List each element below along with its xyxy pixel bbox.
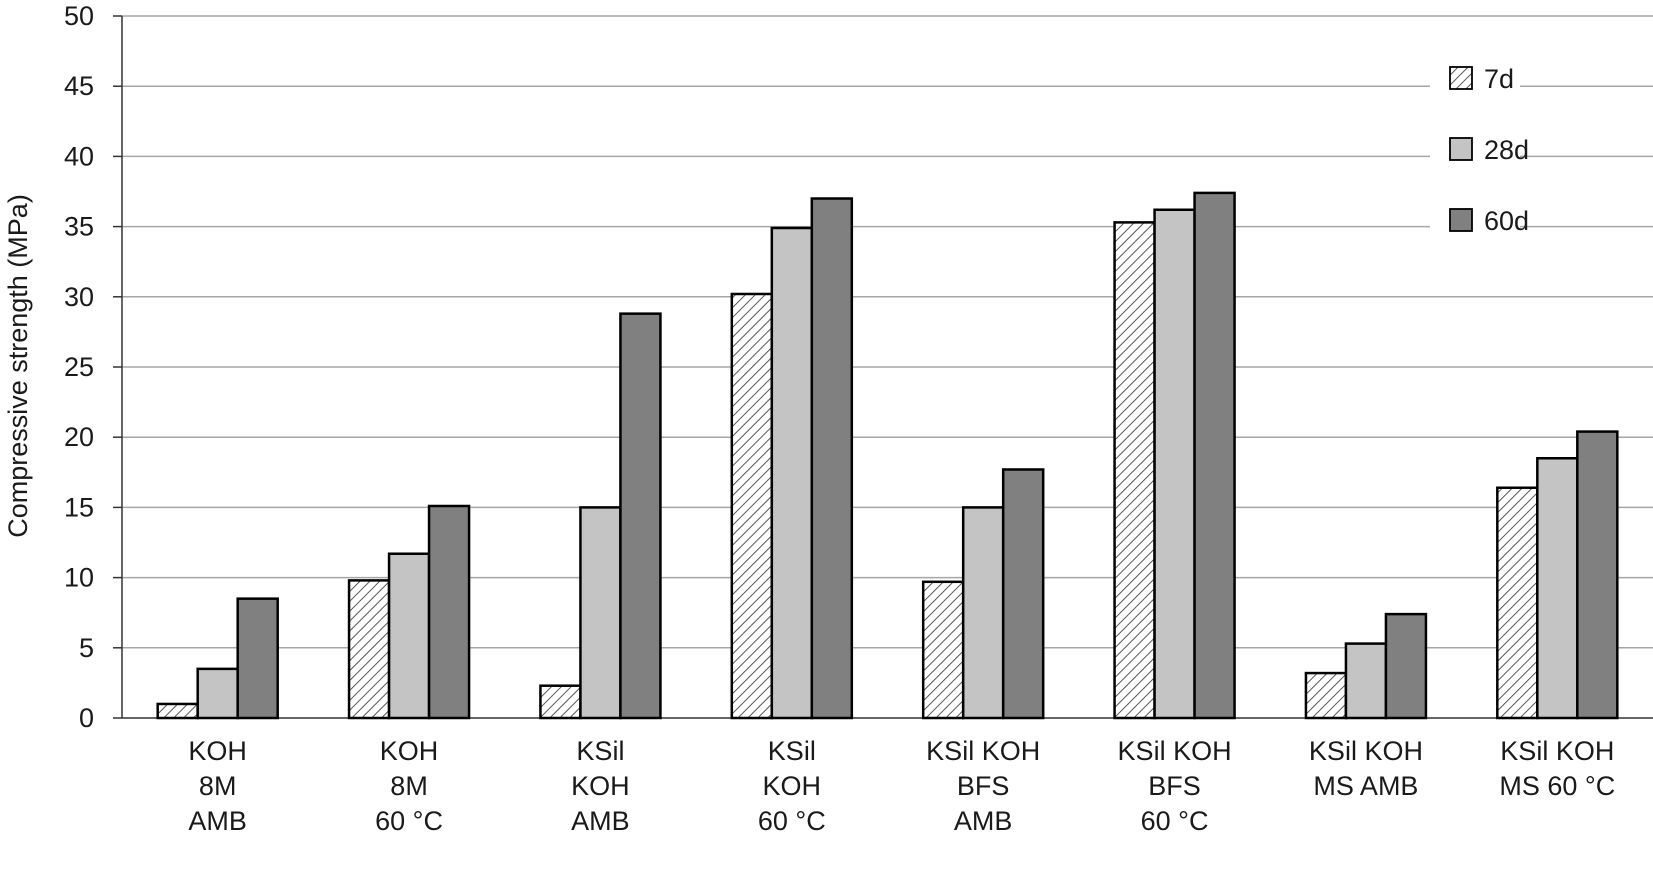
y-tick-label: 10 bbox=[64, 563, 94, 593]
legend: 7d 28d 60d bbox=[1430, 48, 1529, 250]
x-category-label: MS 60 °C bbox=[1499, 771, 1615, 801]
x-category-label: KSil KOH bbox=[1500, 736, 1614, 766]
x-category-label: KSil bbox=[768, 736, 816, 766]
y-tick-label: 25 bbox=[64, 352, 94, 382]
legend-swatch-7d bbox=[1449, 66, 1473, 90]
x-category-label: 8M bbox=[199, 771, 237, 801]
bar-28d-4 bbox=[961, 506, 1005, 720]
bar-60d-5 bbox=[1193, 191, 1236, 720]
bar-7d-4 bbox=[921, 580, 965, 720]
x-category-label: KSil KOH bbox=[1118, 736, 1232, 766]
legend-swatch-28d bbox=[1449, 137, 1473, 161]
legend-background bbox=[1430, 48, 1520, 108]
x-category-label: BFS bbox=[1148, 771, 1201, 801]
bar-60d-0 bbox=[236, 597, 279, 720]
y-tick-label: 50 bbox=[64, 1, 94, 31]
bar-7d-6 bbox=[1304, 671, 1348, 720]
bar-28d-0 bbox=[196, 667, 239, 720]
bar-60d-3 bbox=[810, 197, 854, 720]
category-labels: KOH 8M AMB KOH 8M 60 °C KSil KOH AMB KSil KOH 60 °C… bbox=[188, 736, 1615, 836]
bar-60d-6 bbox=[1384, 612, 1428, 720]
bar-7d-7 bbox=[1496, 486, 1539, 720]
y-tick-label: 40 bbox=[64, 141, 94, 171]
x-category-label: AMB bbox=[571, 806, 630, 836]
y-axis-title: Compressive strength (MPa) bbox=[3, 194, 33, 538]
bar-60d-1 bbox=[427, 504, 471, 720]
bar-7d-1 bbox=[347, 579, 391, 720]
bar-28d-1 bbox=[387, 552, 431, 720]
bars bbox=[156, 191, 1619, 720]
x-category-label: AMB bbox=[188, 806, 247, 836]
legend-swatch-60d bbox=[1449, 208, 1473, 232]
legend-label-28d: 28d bbox=[1484, 135, 1529, 165]
y-tick-label: 30 bbox=[64, 282, 94, 312]
x-category-label: BFS bbox=[957, 771, 1010, 801]
x-category-label: 60 °C bbox=[1141, 806, 1209, 836]
bar-28d-6 bbox=[1344, 642, 1388, 720]
bar-60d-4 bbox=[1001, 468, 1045, 720]
bar-7d-0 bbox=[156, 702, 199, 720]
bar-7d-5 bbox=[1113, 221, 1156, 720]
bar-7d-3 bbox=[730, 292, 774, 720]
bar-28d-3 bbox=[770, 226, 814, 720]
bar-60d-7 bbox=[1576, 430, 1619, 720]
y-tick-label: 45 bbox=[64, 71, 94, 101]
axes: 0 5 10 15 20 25 30 35 40 45 50 bbox=[64, 1, 1653, 733]
x-category-label: KSil KOH bbox=[926, 736, 1040, 766]
y-tick-label: 5 bbox=[79, 633, 94, 663]
x-category-label: KOH bbox=[380, 736, 439, 766]
bar-7d-2 bbox=[539, 684, 582, 720]
x-category-label: KOH bbox=[571, 771, 630, 801]
y-tick-label: 35 bbox=[64, 212, 94, 242]
legend-background bbox=[1430, 190, 1520, 250]
x-category-label: MS AMB bbox=[1313, 771, 1418, 801]
y-tick-label: 20 bbox=[64, 422, 94, 452]
gridlines bbox=[122, 15, 1653, 649]
x-category-label: KSil KOH bbox=[1309, 736, 1423, 766]
x-category-label: 60 °C bbox=[375, 806, 443, 836]
bar-60d-2 bbox=[619, 312, 662, 720]
y-tick-label: 0 bbox=[79, 703, 94, 733]
x-category-label: 8M bbox=[390, 771, 428, 801]
bar-28d-2 bbox=[579, 506, 622, 720]
x-category-label: KOH bbox=[763, 771, 822, 801]
legend-label-60d: 60d bbox=[1484, 206, 1529, 236]
legend-background bbox=[1430, 119, 1520, 179]
bar-28d-5 bbox=[1153, 208, 1196, 720]
x-category-label: KOH bbox=[188, 736, 247, 766]
x-category-label: 60 °C bbox=[758, 806, 826, 836]
x-category-label: AMB bbox=[954, 806, 1013, 836]
x-category-label: KSil bbox=[576, 736, 624, 766]
legend-label-7d: 7d bbox=[1484, 64, 1514, 94]
y-tick-label: 15 bbox=[64, 492, 94, 522]
bar-28d-7 bbox=[1536, 457, 1579, 720]
